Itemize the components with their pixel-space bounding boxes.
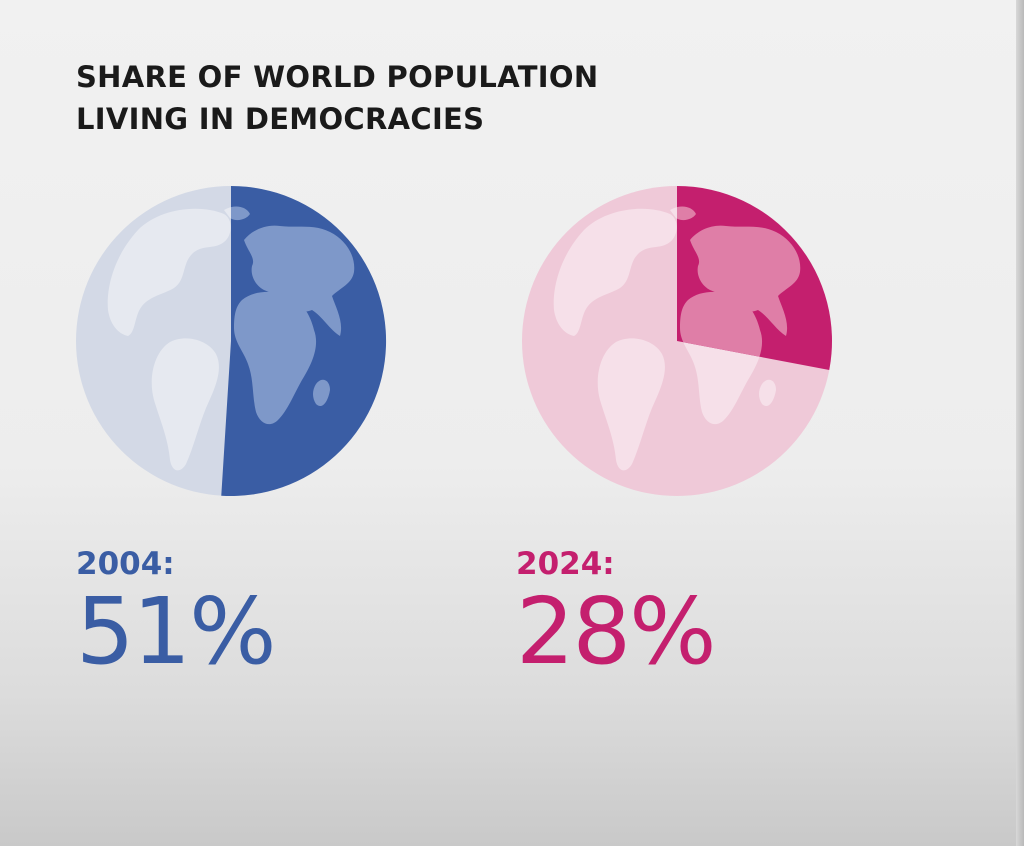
continent-shape xyxy=(759,379,776,407)
continent-shape xyxy=(677,206,696,221)
year-label-2004: 2004: xyxy=(76,546,175,582)
value-label-2004: 51% xyxy=(76,578,276,685)
chart-title: SHARE OF WORLD POPULATION LIVING IN DEMO… xyxy=(76,56,598,140)
globe-pie-2024 xyxy=(522,186,832,496)
right-edge-bar xyxy=(1016,0,1024,846)
continent-shape xyxy=(690,225,801,336)
continent-shape xyxy=(244,225,355,336)
continent-shape xyxy=(234,291,317,425)
continent-shape xyxy=(597,338,665,471)
continent-shape xyxy=(313,379,330,407)
year-label-2024: 2024: xyxy=(516,546,615,582)
continents-highlight xyxy=(221,206,355,425)
continent-shape xyxy=(553,208,677,336)
globe-pie-2004 xyxy=(76,185,387,496)
continent-shape xyxy=(151,338,219,471)
title-line-1: SHARE OF WORLD POPULATION xyxy=(76,60,599,94)
continent-shape xyxy=(107,208,231,336)
value-label-2024: 28% xyxy=(516,578,716,685)
title-line-2: LIVING IN DEMOCRACIES xyxy=(76,102,485,136)
